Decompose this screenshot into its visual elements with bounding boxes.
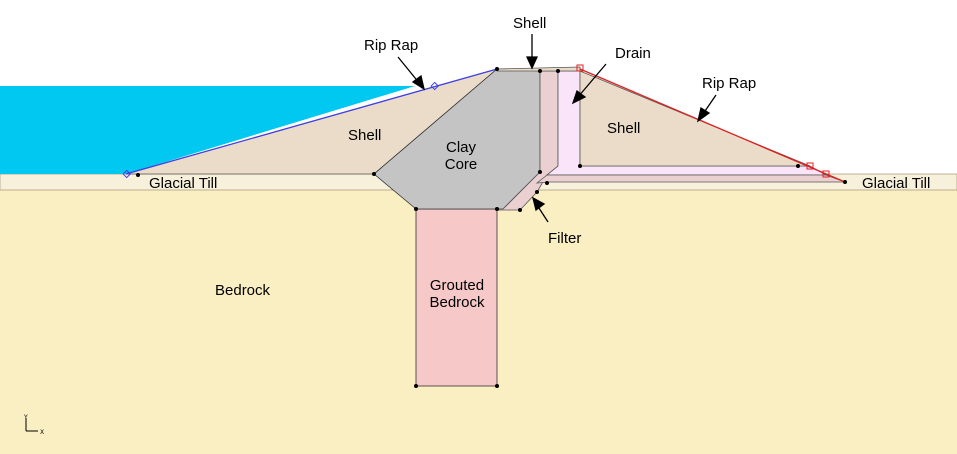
glacial-till-right-label: Glacial Till bbox=[862, 175, 930, 192]
filter-blanket-strip bbox=[535, 174, 846, 184]
axis-y-label: Y bbox=[23, 414, 28, 421]
drain-label: Drain bbox=[615, 45, 651, 62]
reservoir-water bbox=[0, 86, 415, 174]
downstream-riprap-line bbox=[579, 68, 846, 183]
axis-x-label: X bbox=[40, 429, 44, 436]
axis-indicator: Y X bbox=[23, 414, 44, 436]
clay-core-label-line1: Clay bbox=[446, 139, 477, 156]
glacial-till-left-label: Glacial Till bbox=[149, 175, 217, 192]
clay-core-label-line2: Core bbox=[445, 156, 478, 173]
shell-right-label: Shell bbox=[607, 120, 640, 137]
riprap-right-label: Rip Rap bbox=[702, 75, 756, 92]
grouted-bedrock-region bbox=[415, 208, 498, 387]
filter-label: Filter bbox=[548, 230, 581, 247]
leader-arrows bbox=[397, 34, 717, 223]
grouted-bedrock-label-line1: Grouted bbox=[430, 277, 484, 294]
riprap-markers bbox=[122, 64, 830, 179]
shell-top-label: Shell bbox=[513, 15, 546, 32]
upstream-riprap-line bbox=[125, 68, 498, 175]
vertex-points bbox=[136, 67, 847, 388]
grouted-bedrock-label-line2: Bedrock bbox=[429, 294, 485, 311]
bedrock-label: Bedrock bbox=[215, 282, 271, 299]
riprap-left-label: Rip Rap bbox=[364, 37, 418, 54]
shell-left-label: Shell bbox=[348, 127, 381, 144]
